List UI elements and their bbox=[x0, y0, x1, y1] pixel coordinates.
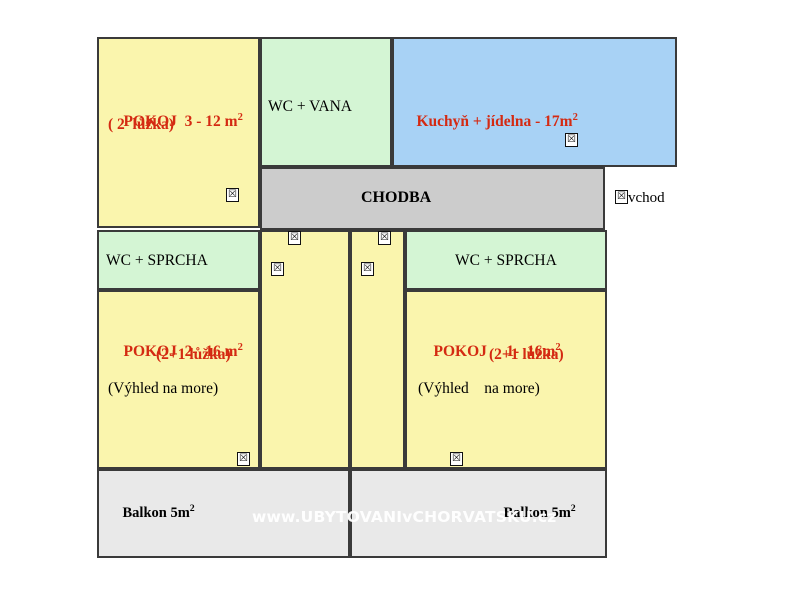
room-pokoj-3-title: POKOJ 3 - 12 m bbox=[123, 113, 238, 131]
room-kitchen-label: Kuchyň + jídelna - 17m2 bbox=[401, 92, 578, 151]
entrance-label: vchod bbox=[628, 190, 665, 206]
room-wc-sprcha-right bbox=[405, 230, 607, 290]
room-kitchen-title: Kuchyň + jídelna - 17m bbox=[416, 113, 573, 131]
room-pokoj-2 bbox=[97, 290, 260, 469]
marker-chodba-left-a-icon: ☒ bbox=[288, 231, 301, 245]
room-chodba-label: CHODBA bbox=[361, 189, 432, 206]
room-pokoj-2-label: POKOJ 2- 16 m2 bbox=[108, 322, 243, 381]
room-wc-vana bbox=[260, 37, 392, 167]
room-kitchen-title-sup: 2 bbox=[572, 112, 578, 124]
room-kitchen bbox=[392, 37, 677, 167]
room-chodba bbox=[260, 167, 605, 230]
room-balkon-left-title: Balkon 5m bbox=[122, 504, 190, 521]
room-pokoj-2-sub: (2+1 lůžka) bbox=[156, 346, 231, 363]
room-balkon-left-label: Balkon 5m2 bbox=[108, 485, 195, 540]
room-wc-sprcha-left-label: WC + SPRCHA bbox=[106, 252, 208, 269]
site-watermark: www.UBYTOVANIvCHORVATSKU.cz bbox=[252, 508, 557, 526]
marker-pokoj2-balcony-icon: ☒ bbox=[237, 452, 250, 466]
room-pokoj-1-sub: (2+1 lůžka) bbox=[489, 346, 564, 363]
room-pokoj-1-title-sup: 2 bbox=[555, 342, 561, 354]
hall-segment-right bbox=[350, 230, 405, 469]
marker-chodba-right-a-icon: ☒ bbox=[378, 231, 391, 245]
marker-pokoj1-balcony-icon: ☒ bbox=[450, 452, 463, 466]
room-pokoj-1-title: POKOJ 1- 16m bbox=[433, 343, 556, 361]
room-wc-sprcha-left bbox=[97, 230, 260, 290]
room-pokoj-1-note: (Výhled na more) bbox=[418, 380, 540, 397]
room-wc-sprcha-right-label: WC + SPRCHA bbox=[455, 252, 557, 269]
room-balkon-right-label: Balkon 5m2 bbox=[489, 485, 576, 540]
room-pokoj-1-label: POKOJ 1- 16m2 bbox=[418, 322, 561, 381]
marker-pokoj3-door-icon: ☒ bbox=[226, 188, 239, 202]
marker-chodba-right-b-icon: ☒ bbox=[361, 262, 374, 276]
room-balkon-right bbox=[350, 469, 607, 558]
room-pokoj-2-note: (Výhled na more) bbox=[108, 380, 219, 397]
room-pokoj-2-title-sup: 2 bbox=[237, 342, 243, 354]
room-pokoj-2-title: POKOJ 2- 16 m bbox=[123, 343, 238, 361]
room-wc-vana-label: WC + VANA bbox=[268, 98, 352, 115]
marker-entrance-icon: ☒ bbox=[615, 190, 628, 204]
room-balkon-left bbox=[97, 469, 350, 558]
room-pokoj-3-label: POKOJ 3 - 12 m2 bbox=[108, 92, 243, 151]
marker-kitchen-door-icon: ☒ bbox=[565, 133, 578, 147]
room-balkon-right-title: Balkon 5m bbox=[503, 504, 571, 521]
marker-chodba-left-b-icon: ☒ bbox=[271, 262, 284, 276]
room-pokoj-3-sub: ( 2 lůžka) bbox=[108, 116, 174, 133]
room-pokoj-1 bbox=[405, 290, 607, 469]
room-pokoj-3-title-sup: 2 bbox=[237, 112, 243, 124]
room-balkon-right-title-sup: 2 bbox=[570, 503, 576, 515]
room-balkon-left-title-sup: 2 bbox=[189, 503, 195, 515]
